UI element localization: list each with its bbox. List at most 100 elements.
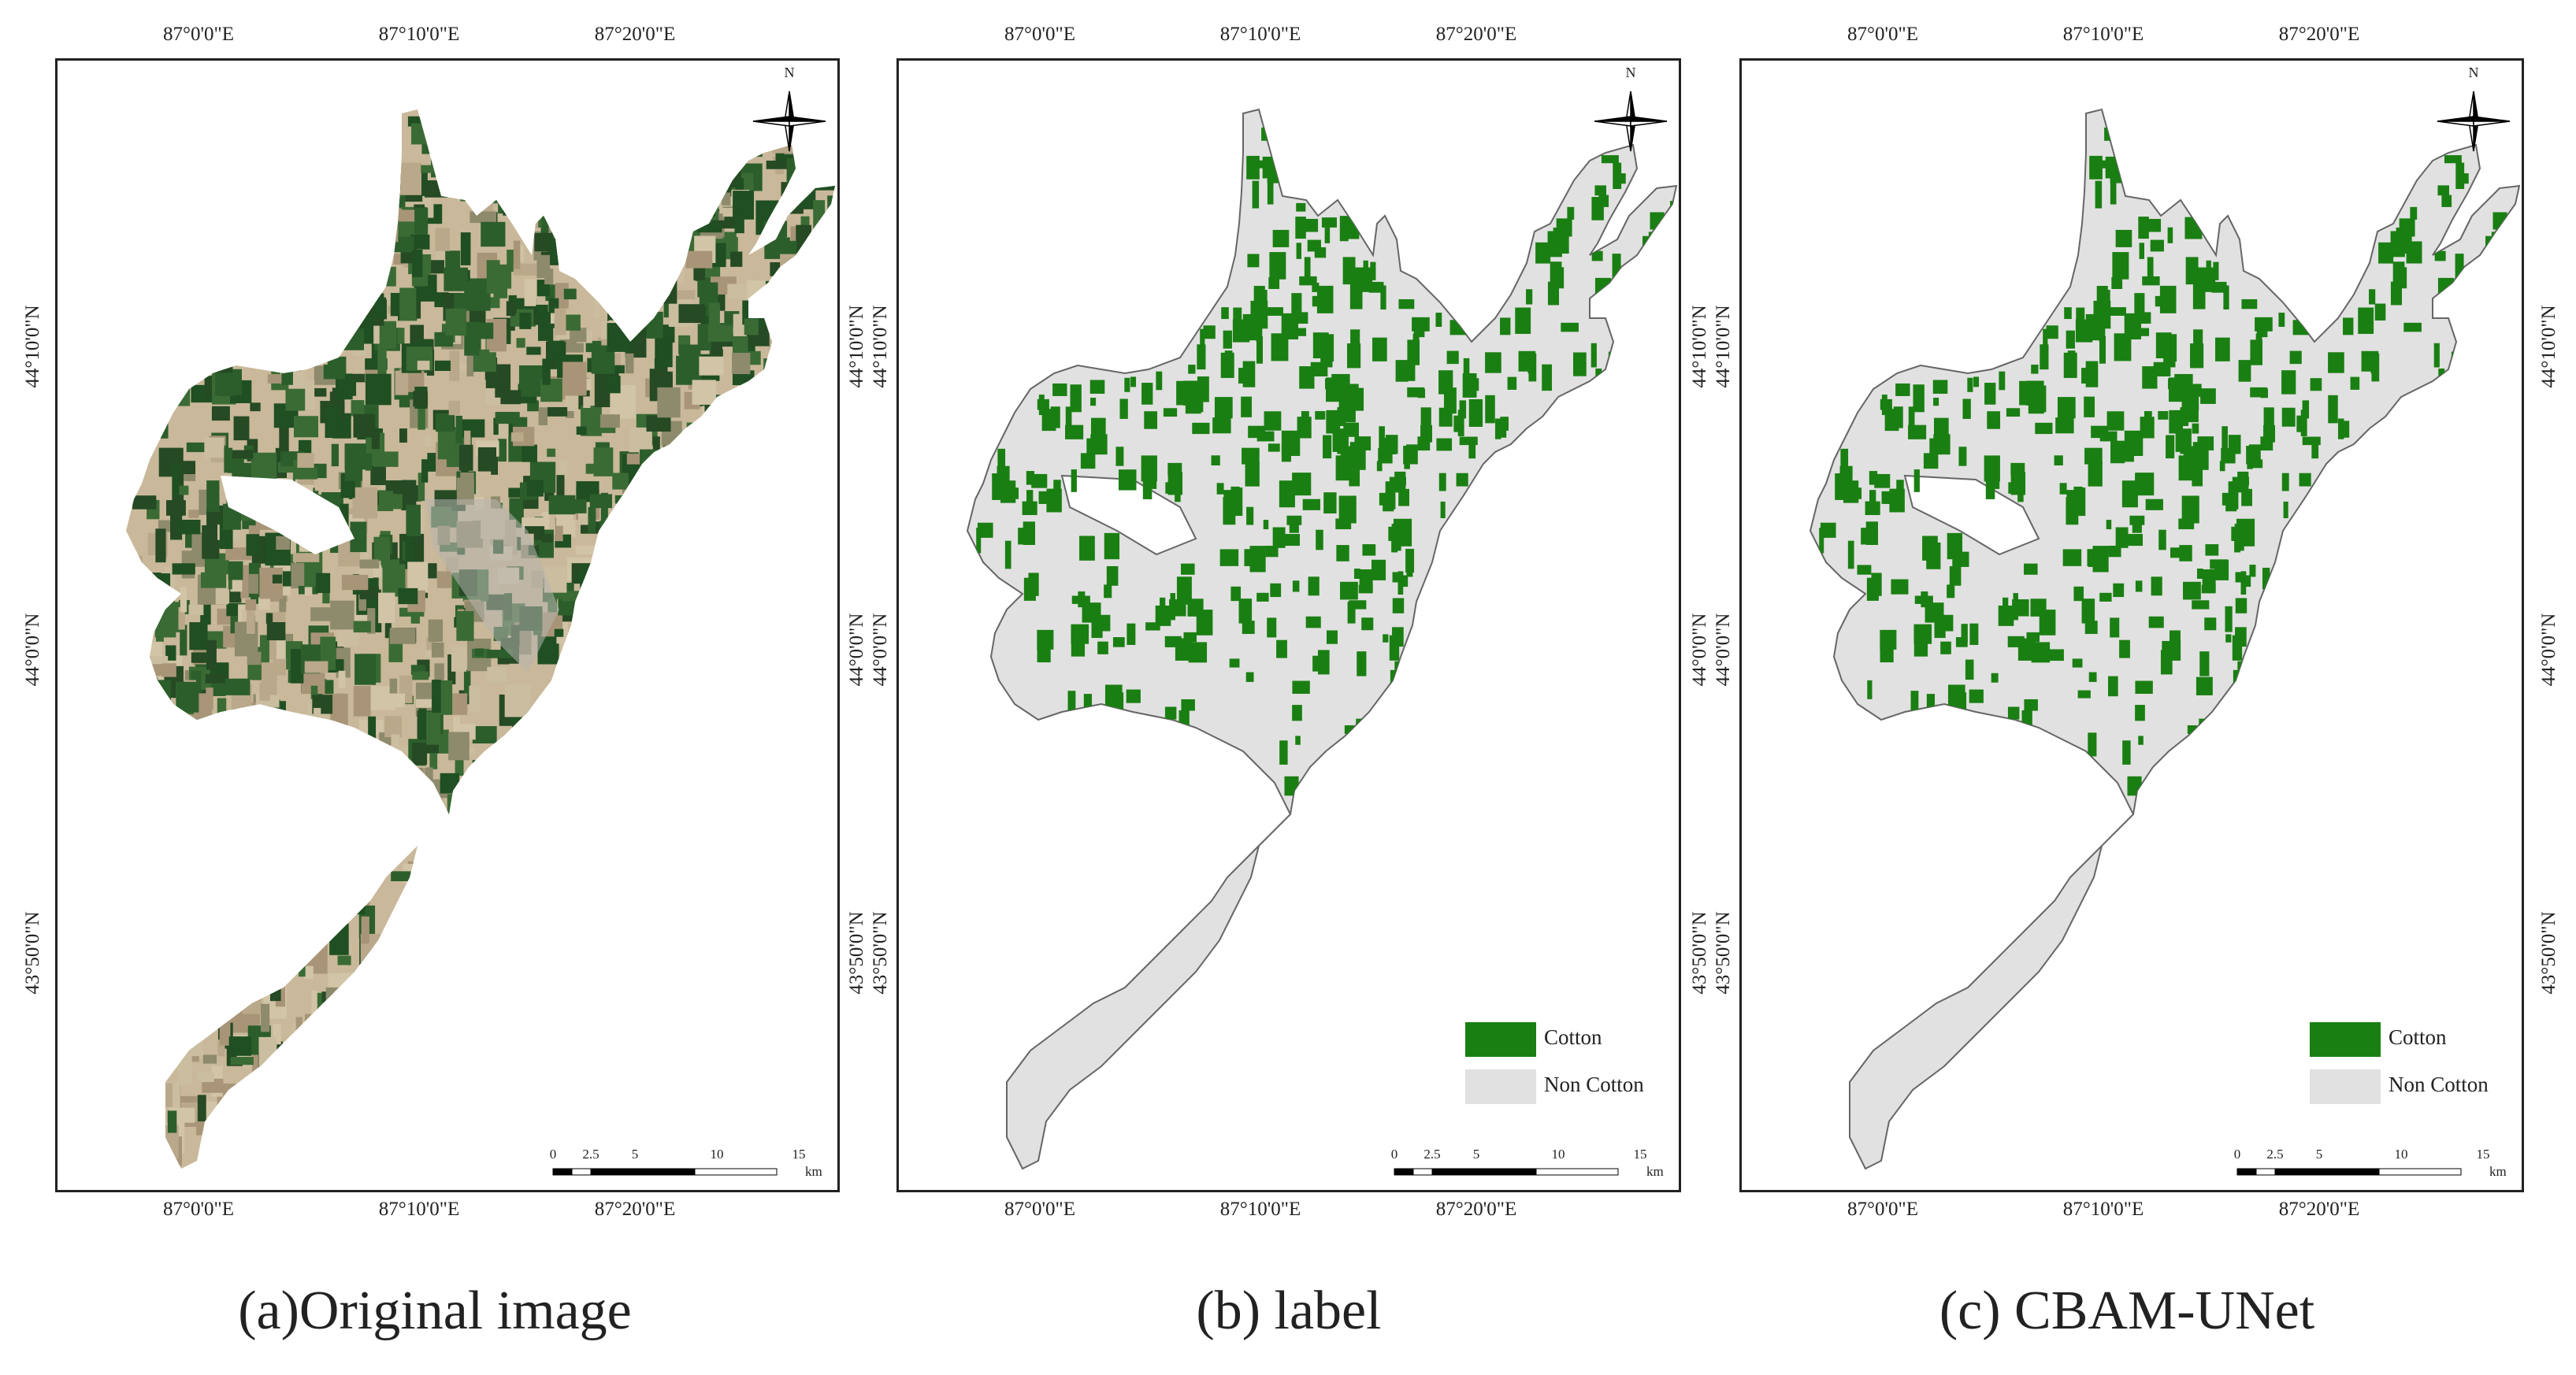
cotton-field <box>2081 368 2087 384</box>
satellite-field <box>773 454 789 484</box>
satellite-field <box>333 137 351 160</box>
satellite-field <box>289 143 300 169</box>
satellite-field <box>254 869 276 899</box>
satellite-field <box>309 1136 333 1166</box>
scale-tick-label: 10 <box>2394 1147 2408 1162</box>
cotton-field <box>1459 400 1467 419</box>
satellite-field <box>811 420 834 445</box>
satellite-field <box>240 806 261 826</box>
cotton-field <box>2341 421 2350 438</box>
satellite-field <box>826 697 835 708</box>
satellite-field <box>764 664 781 676</box>
satellite-field <box>580 929 606 954</box>
satellite-field <box>659 556 673 587</box>
cotton-field <box>1295 217 1306 239</box>
cotton-field <box>1404 363 1416 381</box>
cotton-field <box>1031 473 1048 488</box>
satellite-field <box>304 1014 332 1047</box>
satellite-field <box>310 685 318 699</box>
satellite-field <box>660 873 687 892</box>
cotton-field <box>2311 437 2319 459</box>
satellite-field <box>291 743 314 771</box>
satellite-field <box>498 422 509 439</box>
satellite-field <box>826 514 835 528</box>
satellite-field <box>521 1078 539 1111</box>
satellite-field <box>303 965 314 980</box>
cotton-field <box>1000 480 1016 503</box>
cotton-field <box>2099 335 2106 364</box>
cotton-field <box>1018 528 1024 545</box>
satellite-field <box>636 202 663 217</box>
satellite-field <box>536 888 556 920</box>
cotton-field <box>2006 408 2021 417</box>
satellite-field <box>708 185 723 209</box>
satellite-field <box>631 732 656 745</box>
study-area-noncotton <box>966 108 1678 1170</box>
satellite-field <box>800 920 817 931</box>
satellite-field <box>174 114 195 146</box>
cotton-field <box>1089 380 1105 394</box>
satellite-field <box>646 320 663 339</box>
satellite-field <box>454 1049 469 1066</box>
satellite-field <box>647 647 657 681</box>
satellite-field <box>154 357 178 384</box>
satellite-field <box>463 669 471 697</box>
cotton-field <box>2181 495 2199 524</box>
satellite-field <box>471 768 499 784</box>
satellite-field <box>590 931 617 947</box>
satellite-field <box>796 969 815 995</box>
satellite-field <box>266 622 286 641</box>
satellite-field <box>127 873 153 881</box>
cotton-field <box>1276 639 1287 658</box>
satellite-field <box>159 973 186 988</box>
satellite-field <box>224 973 244 990</box>
satellite-field <box>143 1073 163 1081</box>
cotton-field <box>1961 624 1968 643</box>
lon-label: 87°0'0"E <box>1004 1199 1075 1220</box>
cotton-field <box>1142 479 1153 499</box>
satellite-field <box>536 1032 545 1052</box>
north-label: N <box>2468 65 2479 80</box>
cotton-field <box>1398 298 1415 309</box>
satellite-field <box>670 959 693 968</box>
satellite-field <box>529 730 549 755</box>
satellite-field <box>405 534 414 569</box>
satellite-field <box>276 536 291 550</box>
satellite-field <box>555 517 563 542</box>
cotton-field <box>2228 435 2241 454</box>
cotton-field <box>1934 615 1946 639</box>
satellite-field <box>280 257 299 282</box>
satellite-field <box>169 857 197 867</box>
satellite-field <box>793 328 816 345</box>
satellite-field <box>478 1010 487 1040</box>
cotton-field <box>1253 286 1265 306</box>
satellite-field <box>477 322 494 339</box>
satellite-field <box>805 484 829 509</box>
satellite-field <box>223 234 239 253</box>
satellite-field <box>780 284 806 309</box>
satellite-field <box>758 406 785 428</box>
satellite-field <box>184 825 196 850</box>
satellite-field <box>599 414 620 428</box>
satellite-field <box>670 589 683 599</box>
cotton-field <box>2010 462 2025 476</box>
satellite-field <box>655 523 680 541</box>
satellite-field <box>755 1099 763 1119</box>
satellite-field <box>710 415 729 433</box>
satellite-field <box>679 957 689 991</box>
satellite-field <box>180 587 187 613</box>
cotton-field <box>1242 361 1256 387</box>
satellite-field <box>219 1014 231 1046</box>
satellite-field <box>318 1047 344 1062</box>
satellite-field <box>644 161 660 183</box>
satellite-field <box>142 1004 166 1034</box>
satellite-field <box>349 859 373 871</box>
satellite-field <box>693 581 703 610</box>
satellite-field <box>737 591 756 622</box>
satellite-field <box>776 317 796 338</box>
cotton-field <box>2233 669 2242 688</box>
satellite-field <box>326 821 354 839</box>
satellite-field <box>819 831 827 862</box>
cotton-field <box>1192 422 1210 435</box>
satellite-field <box>267 823 278 836</box>
